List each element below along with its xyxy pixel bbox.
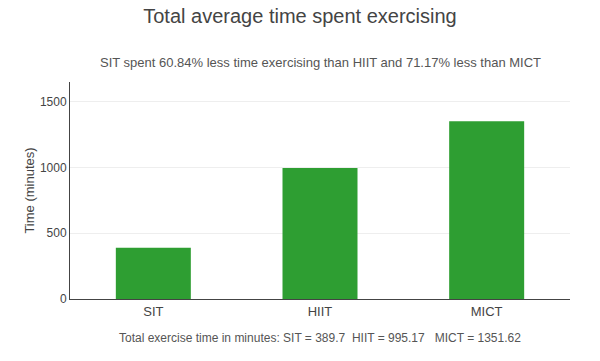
svg-text:SIT: SIT bbox=[143, 304, 163, 319]
svg-text:Total average time spent exerc: Total average time spent exercising bbox=[143, 5, 457, 27]
svg-text:MICT: MICT bbox=[471, 304, 503, 319]
svg-text:SIT spent 60.84% less time exe: SIT spent 60.84% less time exercising th… bbox=[100, 55, 541, 70]
svg-text:Time (minutes): Time (minutes) bbox=[22, 147, 37, 233]
svg-text:0: 0 bbox=[60, 292, 67, 306]
svg-text:500: 500 bbox=[47, 226, 67, 240]
svg-text:Total exercise time in minutes: Total exercise time in minutes: SIT = 38… bbox=[119, 331, 521, 345]
svg-text:1000: 1000 bbox=[40, 161, 67, 175]
svg-text:1500: 1500 bbox=[40, 95, 67, 109]
svg-text:HIIT: HIIT bbox=[308, 304, 333, 319]
